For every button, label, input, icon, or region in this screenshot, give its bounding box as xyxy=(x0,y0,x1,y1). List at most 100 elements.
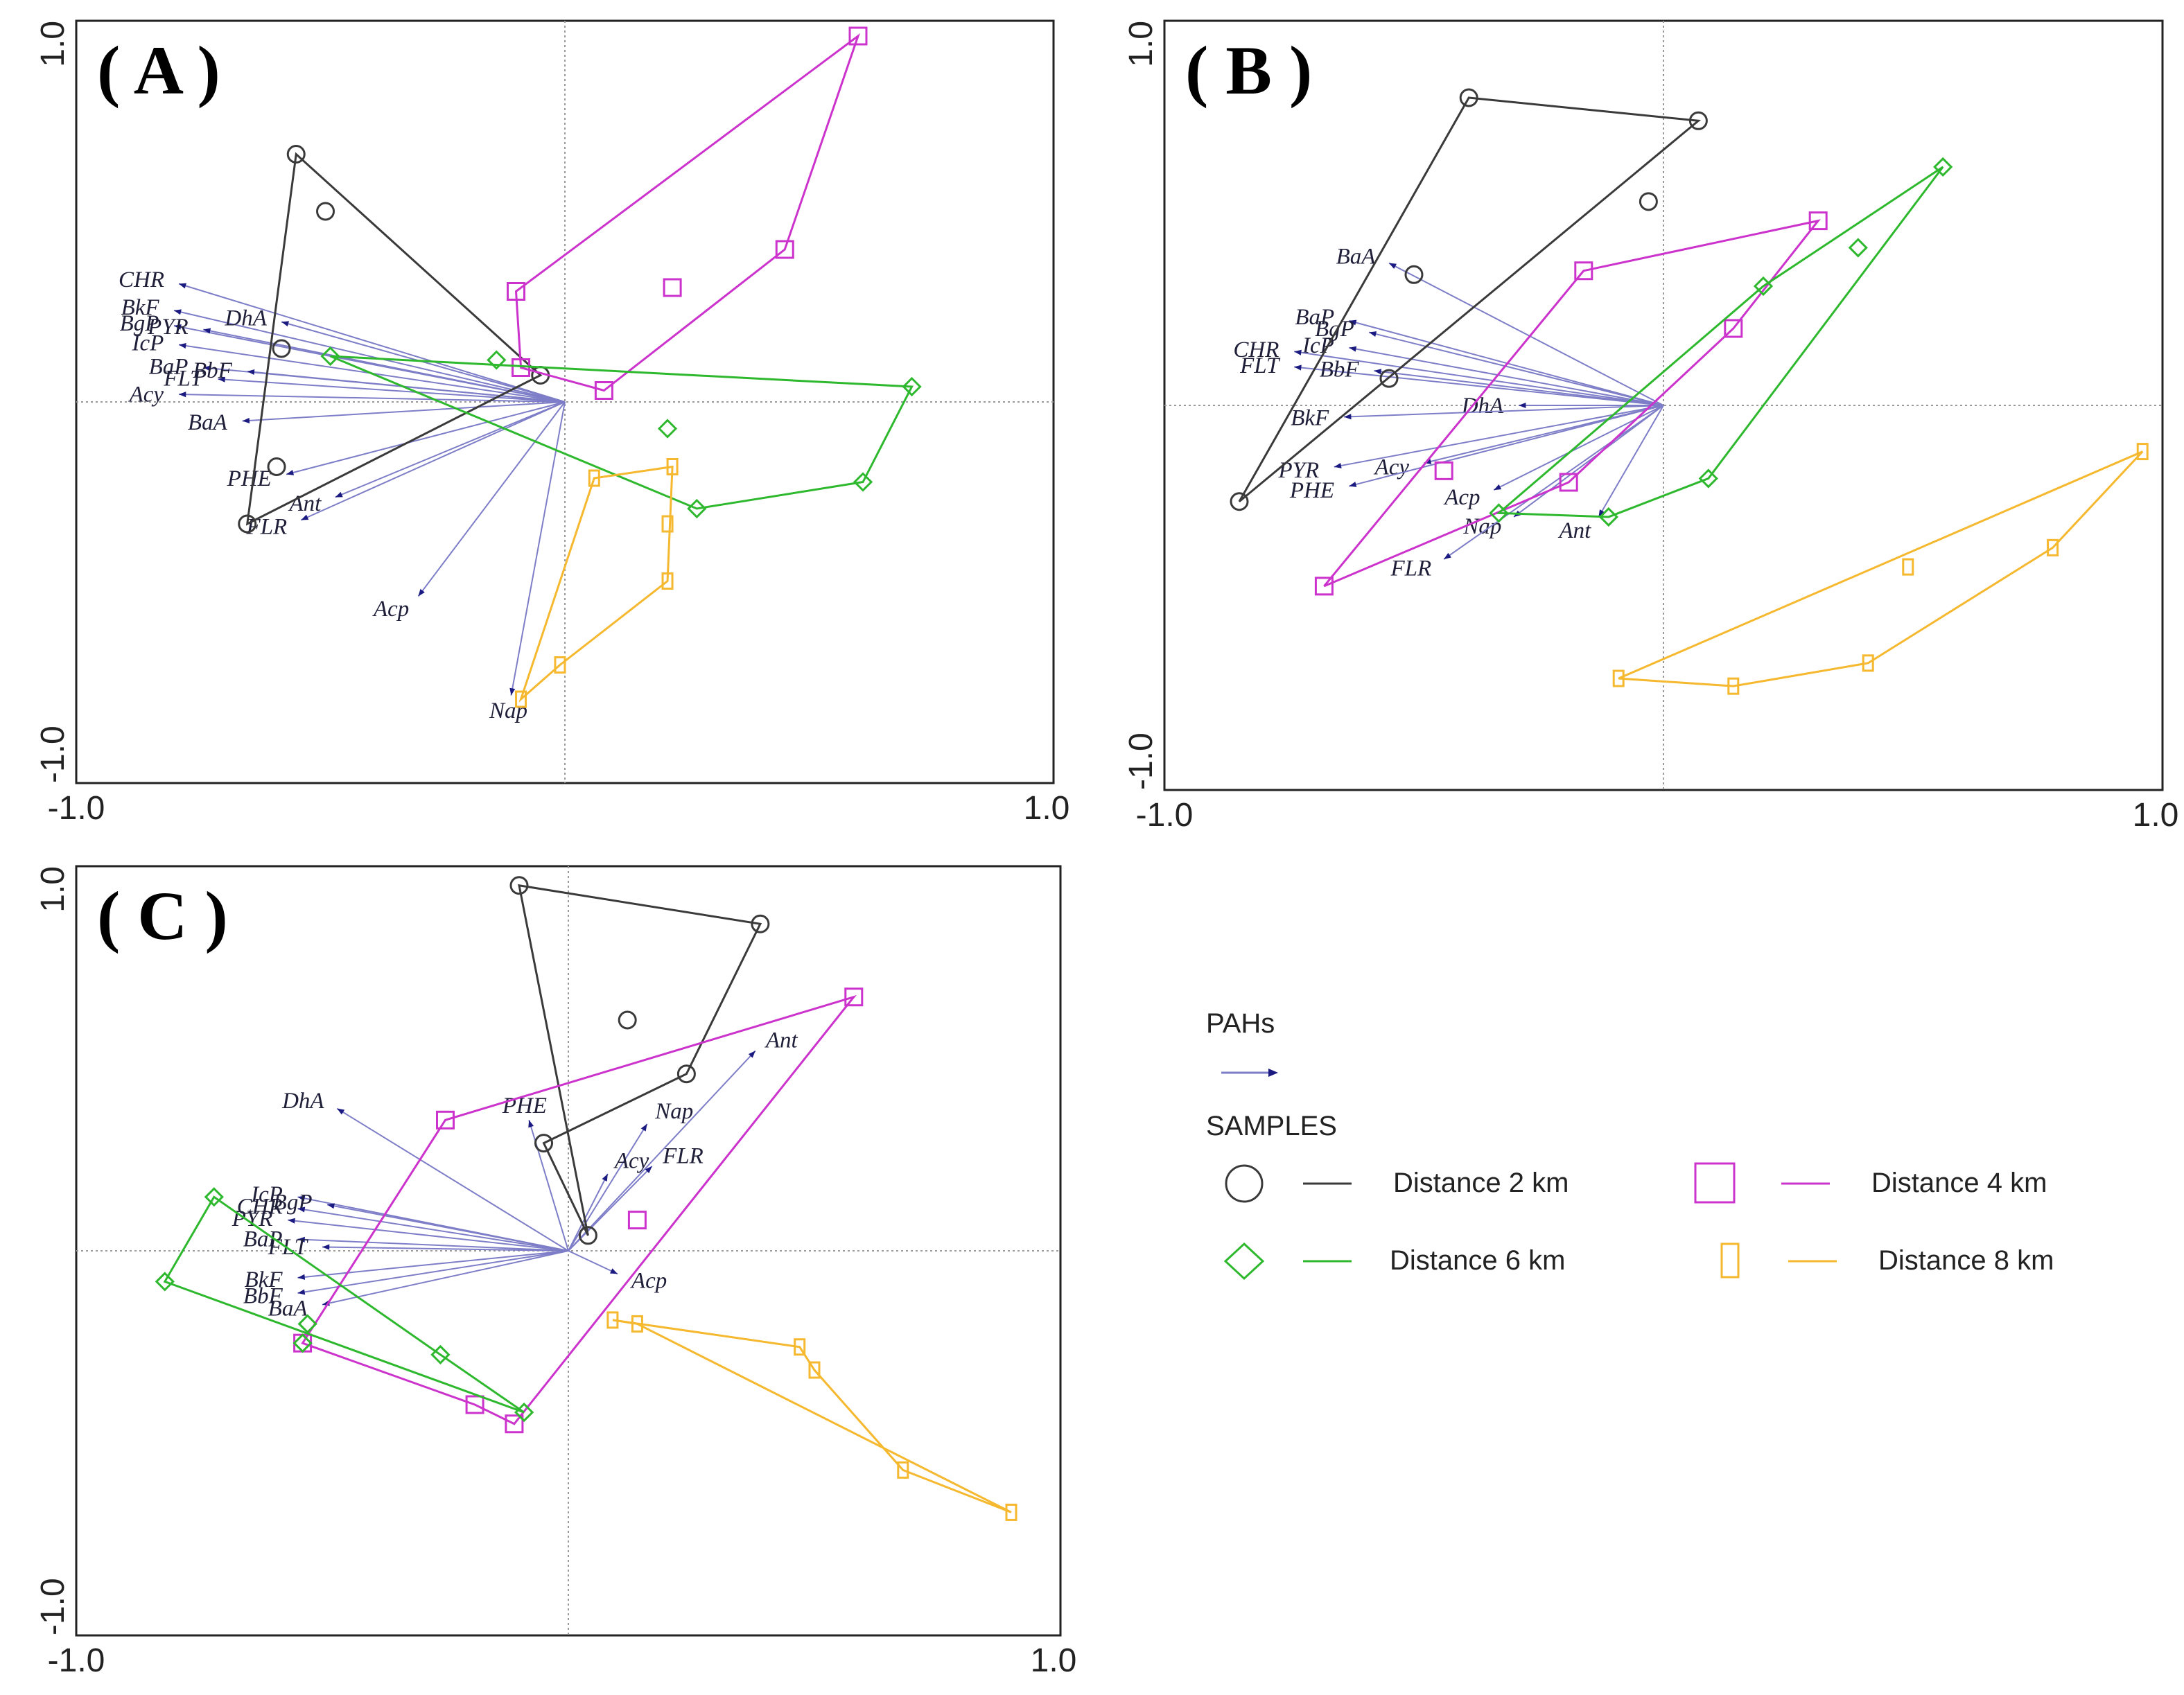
pah-label-acy: Acy xyxy=(613,1148,649,1173)
legend-pahs-title: PAHs xyxy=(1206,1008,1275,1039)
sample-point-d6 xyxy=(514,1402,534,1423)
sample-point-d2 xyxy=(316,202,335,221)
panel-title: ( C ) xyxy=(97,877,228,954)
pah-vector-bbf xyxy=(1374,370,1664,406)
sample-point-d6 xyxy=(1753,276,1774,297)
panel-c-biplot: -1.0 1.0 1.0 -1.0 ( C ) DhA PHE Nap Ant Acy FLR IcP… xyxy=(35,865,1076,1679)
hull-d8 xyxy=(1618,450,2144,687)
pah-label-baa: BaA xyxy=(1336,245,1377,270)
pah-label-chr: CHR xyxy=(237,1195,283,1220)
pah-vector-flr xyxy=(568,1166,653,1252)
sample-point-d2 xyxy=(1404,265,1424,284)
pah-arrowhead-ant xyxy=(748,1051,755,1058)
pah-vector-bkf xyxy=(1344,405,1664,418)
y-tick-max: 1.0 xyxy=(35,21,71,67)
sample-point-d8 xyxy=(661,572,674,590)
pah-vector-bkf xyxy=(173,310,566,403)
rect-marker-icon xyxy=(1720,1242,1740,1279)
pah-arrowhead-chr xyxy=(179,283,187,289)
pah-arrowhead-pyr xyxy=(1334,462,1342,468)
sample-point-d4 xyxy=(844,987,864,1007)
pah-label-phe: PHE xyxy=(502,1094,547,1118)
pah-label-pyr: PYR xyxy=(147,315,189,340)
legend-pahs-arrow-icon xyxy=(1221,1069,1278,1077)
sample-point-d2 xyxy=(534,1134,553,1153)
pah-arrowhead-chr xyxy=(1294,349,1302,355)
pah-arrowhead-phe xyxy=(286,470,295,475)
pah-vector-nap xyxy=(510,401,566,696)
circle-marker-icon xyxy=(1225,1164,1264,1203)
legend: PAHs SAMPLES Distance 2 km Distance 4 km… xyxy=(1206,1008,2163,1299)
pah-vector-flt xyxy=(218,378,566,403)
pah-label-bkf: BkF xyxy=(121,295,160,320)
sample-point-d8 xyxy=(1902,558,1914,576)
hull-d4 xyxy=(514,33,860,392)
pah-label-icp: IcP xyxy=(250,1182,283,1207)
pah-label-nap: Nap xyxy=(489,699,527,723)
sample-point-d6 xyxy=(1848,238,1868,258)
sample-point-d2 xyxy=(1379,369,1399,388)
pah-arrowhead-bgp xyxy=(327,1203,335,1209)
sample-point-d6 xyxy=(204,1187,224,1207)
pah-arrowhead-flt xyxy=(1294,365,1302,371)
pah-vector-pyr xyxy=(203,328,566,403)
pah-label-bkf: BkF xyxy=(1291,405,1329,430)
pah-arrowhead-phe xyxy=(528,1120,534,1128)
hull-d8 xyxy=(612,1319,1012,1513)
pah-vector-phe xyxy=(1349,405,1664,487)
legend-samples-title: SAMPLES xyxy=(1206,1111,1337,1141)
legend-label-d4: Distance 4 km xyxy=(1871,1168,2047,1198)
pah-label-baa: BaA xyxy=(188,410,228,435)
pah-label-dha: DhA xyxy=(281,1089,324,1114)
sample-point-d2 xyxy=(751,914,770,933)
pah-arrowhead-dha xyxy=(1519,402,1526,409)
pah-vector-bap xyxy=(1349,319,1664,406)
sample-point-d8 xyxy=(2136,443,2149,461)
x-tick-min: -1.0 xyxy=(48,790,105,827)
sample-point-d8 xyxy=(1612,669,1625,687)
pah-arrowhead-acp xyxy=(1494,484,1502,491)
pah-arrowhead-bap xyxy=(203,365,211,371)
pah-arrowhead-flr xyxy=(645,1166,652,1174)
pah-label-bbf: BbF xyxy=(243,1283,283,1308)
pah-label-bap: BaP xyxy=(149,354,189,379)
pah-arrowhead-pyr xyxy=(203,328,211,334)
pah-label-flt: FLT xyxy=(1239,353,1281,378)
pah-label-nap: Nap xyxy=(654,1099,693,1124)
sample-point-d4 xyxy=(627,1211,647,1230)
pah-vector-baa xyxy=(322,1250,569,1306)
y-tick-min: -1.0 xyxy=(1123,732,1160,790)
pah-arrowhead-bgp xyxy=(1369,331,1377,337)
panel-title: ( A ) xyxy=(97,32,220,109)
sample-point-d8 xyxy=(794,1338,806,1356)
hull-d2 xyxy=(518,884,762,1236)
pah-arrowhead-acp xyxy=(610,1268,618,1274)
pah-vector-chr xyxy=(178,283,566,403)
sample-point-d2 xyxy=(286,145,306,164)
sample-point-d4 xyxy=(1808,211,1828,231)
pah-label-dha: DhA xyxy=(1461,394,1504,419)
pah-label-ant: Ant xyxy=(1558,518,1592,543)
pah-arrowhead-baa xyxy=(1389,263,1397,269)
pah-vector-flt xyxy=(1294,366,1664,406)
sample-point-d8 xyxy=(1727,677,1740,695)
sample-point-d6 xyxy=(292,1333,313,1353)
hull-d2 xyxy=(245,152,543,526)
sample-point-d6 xyxy=(320,346,340,367)
sample-point-d4 xyxy=(436,1110,455,1130)
sample-point-d2 xyxy=(1459,88,1478,107)
pah-vector-ant xyxy=(568,1050,756,1252)
pah-arrowhead-acy xyxy=(602,1174,608,1182)
pah-arrowhead-bap xyxy=(1349,319,1357,326)
pah-label-phe: PHE xyxy=(227,466,272,491)
sample-point-d2 xyxy=(267,457,286,476)
sample-point-d2 xyxy=(1639,192,1658,211)
pah-arrowhead-icp xyxy=(297,1195,306,1202)
sample-point-d4 xyxy=(775,240,794,259)
sample-point-d8 xyxy=(2047,538,2059,556)
pah-vector-chr xyxy=(1294,351,1664,406)
pah-label-acp: Acp xyxy=(372,597,409,622)
x-tick-min: -1.0 xyxy=(1136,797,1194,834)
pah-label-bgp: BgP xyxy=(273,1190,313,1215)
pah-arrowhead-dha xyxy=(337,1108,345,1115)
